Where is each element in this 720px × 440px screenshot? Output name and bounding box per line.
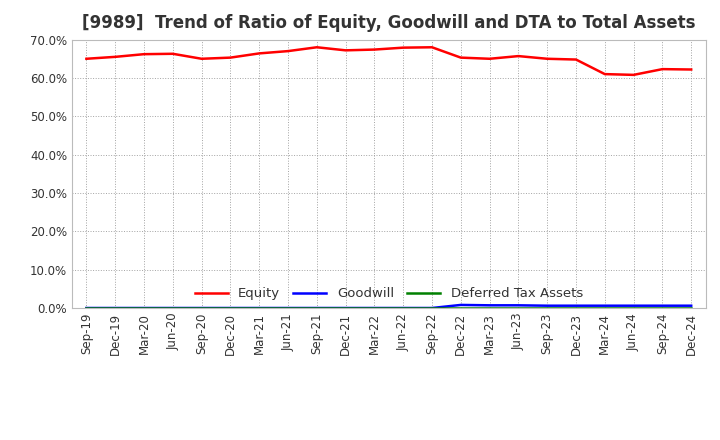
Deferred Tax Assets bbox=[572, 305, 580, 311]
Goodwill bbox=[370, 305, 379, 311]
Legend: Equity, Goodwill, Deferred Tax Assets: Equity, Goodwill, Deferred Tax Assets bbox=[188, 281, 590, 307]
Deferred Tax Assets bbox=[140, 305, 148, 311]
Goodwill bbox=[543, 303, 552, 308]
Goodwill bbox=[341, 305, 350, 311]
Equity bbox=[255, 51, 264, 56]
Deferred Tax Assets bbox=[255, 305, 264, 311]
Goodwill bbox=[658, 303, 667, 308]
Goodwill bbox=[111, 305, 120, 311]
Line: Goodwill: Goodwill bbox=[86, 305, 691, 308]
Equity bbox=[284, 48, 292, 54]
Deferred Tax Assets bbox=[514, 305, 523, 311]
Goodwill bbox=[255, 305, 264, 311]
Deferred Tax Assets bbox=[226, 305, 235, 311]
Goodwill bbox=[485, 303, 494, 308]
Deferred Tax Assets bbox=[341, 305, 350, 311]
Goodwill bbox=[82, 305, 91, 311]
Deferred Tax Assets bbox=[370, 305, 379, 311]
Equity bbox=[514, 53, 523, 59]
Deferred Tax Assets bbox=[629, 305, 638, 311]
Goodwill bbox=[168, 305, 177, 311]
Goodwill bbox=[572, 303, 580, 308]
Deferred Tax Assets bbox=[658, 305, 667, 311]
Deferred Tax Assets bbox=[197, 305, 206, 311]
Deferred Tax Assets bbox=[428, 305, 436, 311]
Deferred Tax Assets bbox=[82, 305, 91, 311]
Equity bbox=[456, 55, 465, 60]
Equity bbox=[485, 56, 494, 62]
Goodwill bbox=[514, 303, 523, 308]
Goodwill bbox=[284, 305, 292, 311]
Deferred Tax Assets bbox=[600, 305, 609, 311]
Equity bbox=[341, 48, 350, 53]
Goodwill bbox=[687, 303, 696, 308]
Equity bbox=[226, 55, 235, 60]
Goodwill bbox=[428, 305, 436, 311]
Deferred Tax Assets bbox=[168, 305, 177, 311]
Goodwill bbox=[226, 305, 235, 311]
Goodwill bbox=[629, 303, 638, 308]
Equity bbox=[629, 72, 638, 77]
Deferred Tax Assets bbox=[312, 305, 321, 311]
Goodwill bbox=[600, 303, 609, 308]
Equity bbox=[197, 56, 206, 62]
Equity bbox=[687, 67, 696, 72]
Deferred Tax Assets bbox=[111, 305, 120, 311]
Equity bbox=[428, 44, 436, 50]
Equity bbox=[370, 47, 379, 52]
Deferred Tax Assets bbox=[456, 305, 465, 311]
Deferred Tax Assets bbox=[485, 305, 494, 311]
Equity bbox=[312, 44, 321, 50]
Goodwill bbox=[399, 305, 408, 311]
Equity bbox=[111, 54, 120, 59]
Deferred Tax Assets bbox=[687, 305, 696, 311]
Equity bbox=[600, 71, 609, 77]
Equity bbox=[572, 57, 580, 62]
Deferred Tax Assets bbox=[284, 305, 292, 311]
Goodwill bbox=[456, 302, 465, 308]
Goodwill bbox=[312, 305, 321, 311]
Line: Equity: Equity bbox=[86, 47, 691, 75]
Goodwill bbox=[140, 305, 148, 311]
Equity bbox=[543, 56, 552, 62]
Equity bbox=[399, 45, 408, 50]
Equity bbox=[140, 51, 148, 57]
Equity bbox=[168, 51, 177, 56]
Title: [9989]  Trend of Ratio of Equity, Goodwill and DTA to Total Assets: [9989] Trend of Ratio of Equity, Goodwil… bbox=[82, 15, 696, 33]
Goodwill bbox=[197, 305, 206, 311]
Equity bbox=[82, 56, 91, 62]
Deferred Tax Assets bbox=[543, 305, 552, 311]
Equity bbox=[658, 66, 667, 72]
Deferred Tax Assets bbox=[399, 305, 408, 311]
